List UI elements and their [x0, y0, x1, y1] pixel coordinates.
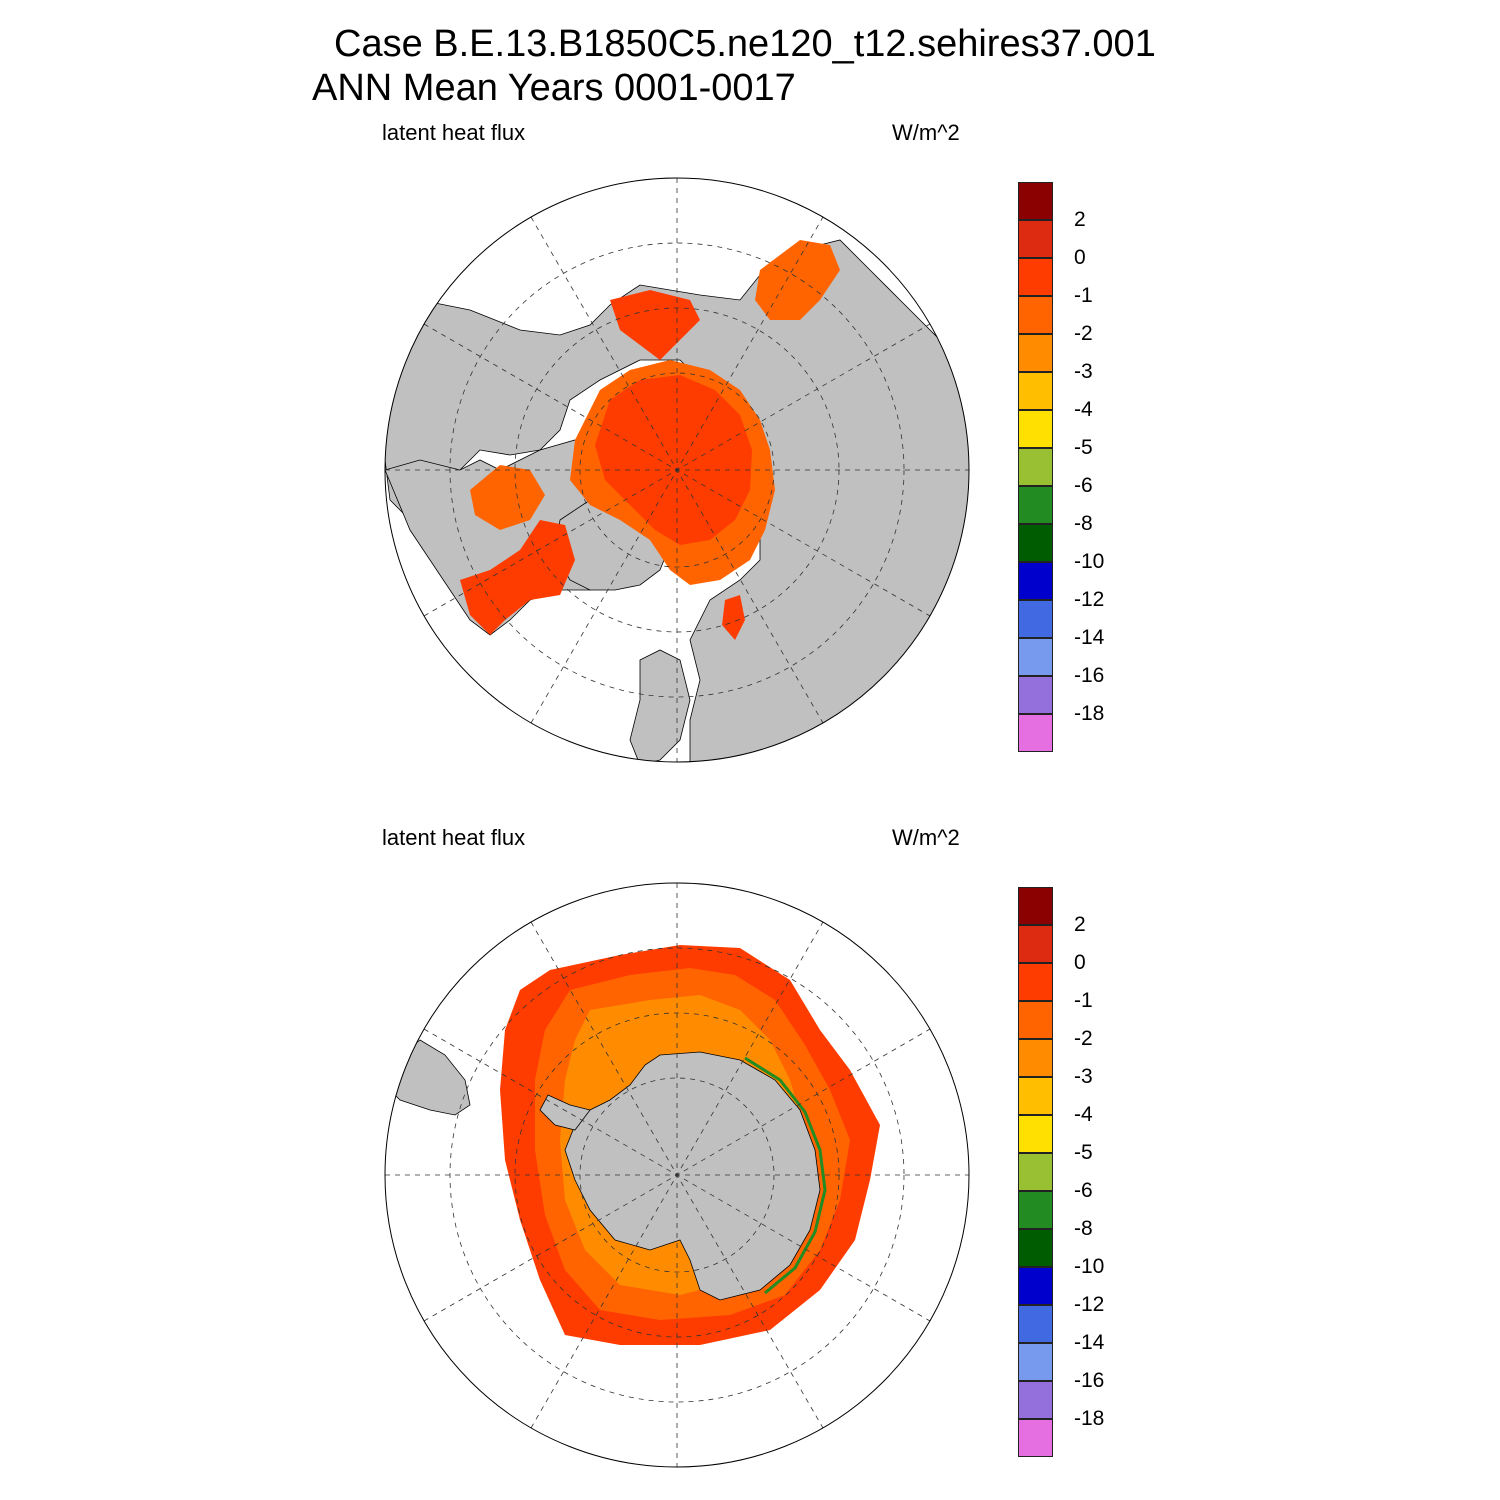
colorbar-tick-label: -16: [1074, 664, 1105, 687]
colorbar-swatch: [1018, 887, 1053, 925]
colorbar-swatch: [1018, 1191, 1053, 1229]
colorbar-tick-label: -14: [1074, 626, 1105, 649]
colorbar-tick-label: -3: [1074, 1065, 1093, 1088]
north-flux-labrador: [460, 520, 575, 635]
north-flux-bering: [610, 290, 700, 360]
colorbar-tick-label: -12: [1074, 1293, 1105, 1316]
colorbar-swatch: [1018, 1001, 1053, 1039]
colorbar-tick-label: -16: [1074, 1369, 1105, 1392]
colorbar-swatch: [1018, 448, 1053, 486]
north-flux-field-core: [595, 375, 752, 545]
colorbar-tick-label: -2: [1074, 322, 1093, 345]
colorbar-tick-label: -12: [1074, 588, 1105, 611]
north-flux-okhotsk: [755, 240, 840, 320]
colorbar-tick-label: 0: [1074, 951, 1086, 974]
colorbar-tick-label: -1: [1074, 989, 1093, 1012]
colorbar-swatch: [1018, 676, 1053, 714]
colorbar-swatch: [1018, 600, 1053, 638]
colorbar-tick-label: -2: [1074, 1027, 1093, 1050]
north-panel-variable-label: latent heat flux: [382, 120, 526, 145]
colorbar-tick-label: -4: [1074, 1103, 1093, 1126]
colorbar-swatch: [1018, 334, 1053, 372]
colorbar-tick-label: -10: [1074, 1255, 1105, 1278]
colorbar-tick-label: -3: [1074, 360, 1093, 383]
colorbar-swatch: [1018, 296, 1053, 334]
colorbar-tick-label: -14: [1074, 1331, 1105, 1354]
colorbar-swatch: [1018, 638, 1053, 676]
colorbar-tick-label: -18: [1074, 702, 1105, 725]
colorbar-swatch: [1018, 963, 1053, 1001]
colorbar-swatch: [1018, 1077, 1053, 1115]
colorbar-swatch: [1018, 562, 1053, 600]
north-land-eurasia: [385, 239, 969, 762]
colorbar-swatch: [1018, 1267, 1053, 1305]
colorbar-swatch: [1018, 524, 1053, 562]
colorbar-swatch: [1018, 1039, 1053, 1077]
south-polar-map: [384, 882, 970, 1468]
colorbar-swatch: [1018, 220, 1053, 258]
colorbar-swatch: [1018, 258, 1053, 296]
colorbar-swatch: [1018, 182, 1053, 220]
colorbar-tick-label: -6: [1074, 1179, 1093, 1202]
north-flux-hudson: [470, 465, 545, 530]
colorbar-swatch: [1018, 486, 1053, 524]
colorbar-tick-label: -10: [1074, 550, 1105, 573]
colorbar-swatch: [1018, 1381, 1053, 1419]
south-panel-units-label: W/m^2: [892, 825, 960, 850]
colorbar-tick-label: -8: [1074, 512, 1093, 535]
south-land-antarctic-peninsula: [539, 1094, 591, 1131]
colorbar-swatch: [1018, 1153, 1053, 1191]
colorbar-swatch: [1018, 1419, 1053, 1457]
colorbar-tick-label: -8: [1074, 1217, 1093, 1240]
colorbar-tick-label: -1: [1074, 284, 1093, 307]
north-panel-units-label: W/m^2: [892, 120, 960, 145]
north-graticule: [385, 178, 969, 762]
north-colorbar: 2 0 -1 -2 -3 -4 -5 -6 -8 -10 -12 -14 -16 -18: [1018, 182, 1104, 752]
north-flux-baltic: [722, 595, 745, 640]
colorbar-tick-label: 0: [1074, 246, 1086, 269]
north-polar-map: [384, 177, 970, 763]
south-flux-coastal-strip: [744, 1056, 827, 1295]
south-map-border: [384, 882, 970, 1468]
colorbar-tick-label: -6: [1074, 474, 1093, 497]
colorbar-tick-label: 2: [1074, 208, 1086, 231]
figure-title-period: ANN Mean Years 0001-0017: [312, 67, 796, 109]
south-graticule: [385, 883, 969, 1467]
north-land-europe: [629, 649, 691, 762]
colorbar-tick-label: -5: [1074, 436, 1093, 459]
colorbar-swatch: [1018, 1305, 1053, 1343]
north-map-border: [384, 177, 970, 763]
colorbar-swatch: [1018, 1115, 1053, 1153]
south-colorbar: 2 0 -1 -2 -3 -4 -5 -6 -8 -10 -12 -14 -16 -18: [1018, 887, 1104, 1457]
colorbar-swatch: [1018, 372, 1053, 410]
south-panel-variable-label: latent heat flux: [382, 825, 526, 850]
colorbar-tick-label: 2: [1074, 913, 1086, 936]
colorbar-swatch: [1018, 410, 1053, 448]
colorbar-tick-label: -5: [1074, 1141, 1093, 1164]
colorbar-swatch: [1018, 714, 1053, 752]
figure-title-case: Case B.E.13.B1850C5.ne120_t12.sehires37.…: [334, 23, 1156, 65]
colorbar-tick-label: -18: [1074, 1407, 1105, 1430]
colorbar-swatch: [1018, 1343, 1053, 1381]
colorbar-swatch: [1018, 1229, 1053, 1267]
colorbar-tick-label: -4: [1074, 398, 1093, 421]
colorbar-swatch: [1018, 925, 1053, 963]
